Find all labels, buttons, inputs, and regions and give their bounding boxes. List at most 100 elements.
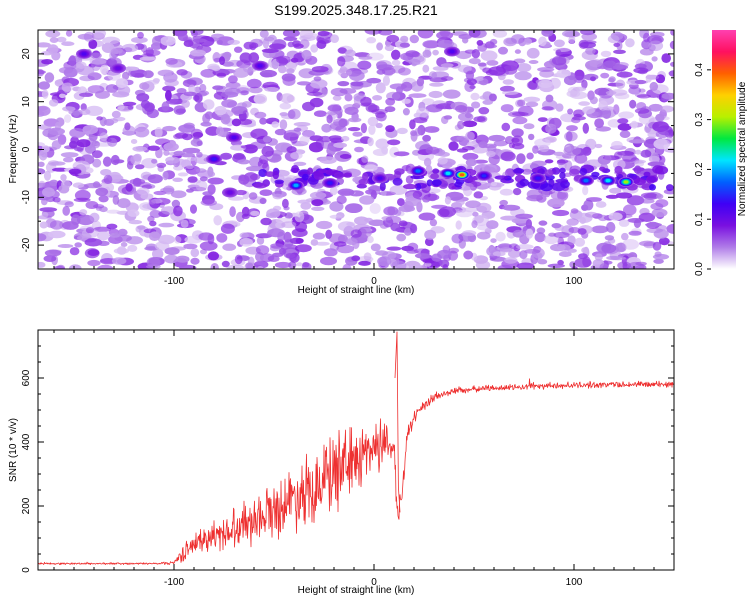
heatmap-cell <box>601 243 617 254</box>
heatmap-cell <box>611 140 623 149</box>
heatmap-cell <box>136 187 150 195</box>
heatmap-cell <box>512 188 522 196</box>
heatmap-cell <box>516 262 535 269</box>
heatmap-cell <box>164 79 179 87</box>
heatmap-cell <box>110 154 120 166</box>
heatmap-cell <box>360 123 367 134</box>
heatmap-cell <box>647 161 665 167</box>
heatmap-cell <box>60 174 67 182</box>
heatmap-cell <box>202 191 214 196</box>
heatmap-cell <box>514 71 532 81</box>
heatmap-cell <box>417 30 434 39</box>
heatmap-cell <box>377 256 392 267</box>
heatmap-cell <box>225 81 241 90</box>
heatmap-cell <box>418 212 436 221</box>
heatmap-cell <box>659 105 674 113</box>
heatmap-cell <box>569 165 581 175</box>
heatmap-cell <box>96 116 103 121</box>
heatmap-cell <box>618 111 635 119</box>
heatmap-cell <box>478 141 488 149</box>
heatmap-cell <box>428 188 441 194</box>
heatmap-cell <box>350 229 362 238</box>
heatmap-cell <box>396 127 408 135</box>
heatmap-cell <box>486 150 496 158</box>
heatmap-cell <box>130 154 142 166</box>
heatmap-cell <box>508 142 515 149</box>
heatmap-cell <box>437 39 455 49</box>
heatmap-cell <box>568 35 576 44</box>
heatmap-cell <box>69 247 80 256</box>
heatmap-hotspot <box>583 179 589 183</box>
heatmap-cell <box>421 98 435 106</box>
heatmap-cell <box>416 77 425 87</box>
heatmap-cell <box>567 235 576 246</box>
heatmap-cell <box>553 47 571 52</box>
heatmap-cell <box>163 142 179 152</box>
heatmap-cell <box>443 115 453 120</box>
heatmap-cell <box>257 266 264 269</box>
heatmap-cell <box>287 41 295 48</box>
heatmap-cell <box>83 31 95 42</box>
heatmap-cell <box>316 40 327 49</box>
heatmap-cell <box>488 93 497 102</box>
heatmap-cell <box>541 30 554 37</box>
heatmap-cell <box>523 96 541 103</box>
heatmap-cell <box>181 99 190 108</box>
heatmap-cell <box>523 123 535 130</box>
heatmap-cell <box>589 96 598 105</box>
heatmap-cell <box>266 208 281 219</box>
heatmap-cell <box>239 52 252 63</box>
heatmap-cell <box>89 58 107 65</box>
heatmap-cell <box>557 244 571 252</box>
heatmap-cell <box>359 195 375 205</box>
heatmap-cell <box>102 36 120 45</box>
heatmap-cell <box>290 151 303 160</box>
heatmap-cell <box>162 185 175 195</box>
heatmap-cell <box>72 182 85 188</box>
heatmap-cell <box>567 248 577 253</box>
heatmap-cell <box>281 221 297 229</box>
heatmap-cell <box>219 56 225 65</box>
heatmap-cell <box>245 262 254 269</box>
heatmap-cell <box>652 165 664 174</box>
heatmap-cell <box>394 168 405 175</box>
heatmap-cell <box>161 101 170 112</box>
heatmap-cell <box>38 81 50 90</box>
heatmap-cell <box>134 164 145 170</box>
heatmap-cell <box>432 49 439 56</box>
heatmap-hotspot <box>535 176 541 180</box>
heatmap-cell <box>49 250 62 255</box>
heatmap-cell <box>356 94 364 100</box>
y-tick-label: 20 <box>21 48 32 60</box>
heatmap-cell <box>111 110 121 118</box>
heatmap-cell <box>558 251 572 257</box>
heatmap-cell <box>258 169 268 177</box>
heatmap-cell <box>339 154 352 159</box>
heatmap-cell <box>84 182 102 189</box>
heatmap-cell <box>344 93 353 102</box>
heatmap-cell <box>103 174 113 184</box>
heatmap-cell <box>190 248 200 258</box>
heatmap-cell <box>261 145 274 157</box>
heatmap-cell <box>259 154 269 165</box>
heatmap-cell <box>143 184 156 189</box>
heatmap-cell <box>598 108 617 119</box>
heatmap-cell <box>176 88 187 94</box>
heatmap-cell <box>425 146 440 155</box>
y-tick-label: 200 <box>21 497 32 514</box>
heatmap-cell <box>563 145 582 156</box>
heatmap-cell <box>457 120 465 130</box>
heatmap-cell <box>310 44 319 53</box>
heatmap-cell <box>522 38 533 45</box>
heatmap-cell <box>65 30 73 37</box>
heatmap-cell <box>229 206 236 218</box>
heatmap-cell <box>375 250 389 256</box>
heatmap-cell <box>154 241 170 251</box>
heatmap-cell <box>655 130 670 139</box>
heatmap-cell <box>537 168 545 175</box>
heatmap-cell <box>245 165 264 172</box>
x-tick-label: -100 <box>164 577 184 588</box>
heatmap-cell <box>648 176 657 183</box>
heatmap-cell <box>609 187 622 194</box>
heatmap-cell <box>333 142 347 148</box>
